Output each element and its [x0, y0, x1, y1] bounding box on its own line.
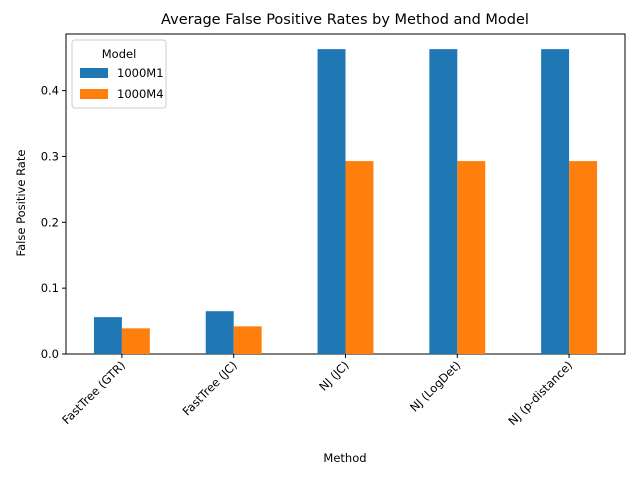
y-axis-label: False Positive Rate — [14, 150, 28, 257]
bar-1000m4-5 — [569, 161, 598, 354]
legend-items: 1000M1 1000M4 — [80, 66, 164, 101]
legend-label-1000m4: 1000M4 — [117, 87, 164, 101]
chart-title: Average False Positive Rates by Method a… — [161, 12, 529, 28]
x-axis: FastTree (GTR) FastTree (JC) NJ (JC) NJ (Lo… — [59, 354, 575, 428]
bar-1000m1-5 — [541, 49, 570, 354]
y-tick-label: 0.1 — [41, 281, 59, 295]
bar-1000m4-3 — [345, 161, 374, 354]
x-axis-label: Method — [323, 451, 366, 465]
bar-1000m1-3 — [317, 49, 346, 354]
x-tick-label: NJ (JC) — [316, 358, 351, 393]
legend: Model 1000M1 1000M4 — [71, 39, 167, 109]
bar-1000m1-4 — [429, 49, 458, 354]
legend-swatch-1000m4 — [80, 89, 108, 99]
bar-1000m4-4 — [457, 161, 486, 354]
bar-1000m4-2 — [233, 326, 262, 354]
y-axis: 0.0 0.1 0.2 0.3 0.4 — [41, 84, 66, 361]
x-tick-label: FastTree (GTR) — [59, 358, 128, 427]
legend-swatch-1000m1 — [80, 68, 108, 78]
bars-group — [93, 49, 598, 354]
y-tick-label: 0.3 — [41, 149, 59, 163]
bar-1000m1-1 — [93, 317, 122, 354]
x-tick-label: NJ (p-distance) — [505, 358, 575, 428]
x-tick-label: FastTree (JC) — [180, 358, 240, 418]
bar-1000m4-1 — [121, 328, 150, 354]
y-tick-label: 0.4 — [41, 84, 59, 98]
y-tick-label: 0.0 — [41, 347, 59, 361]
legend-title: Model — [102, 47, 137, 61]
x-tick-label: NJ (LogDet) — [407, 358, 463, 414]
legend-label-1000m1: 1000M1 — [117, 66, 164, 80]
y-tick-label: 0.2 — [41, 215, 59, 229]
bar-1000m1-2 — [205, 311, 234, 354]
